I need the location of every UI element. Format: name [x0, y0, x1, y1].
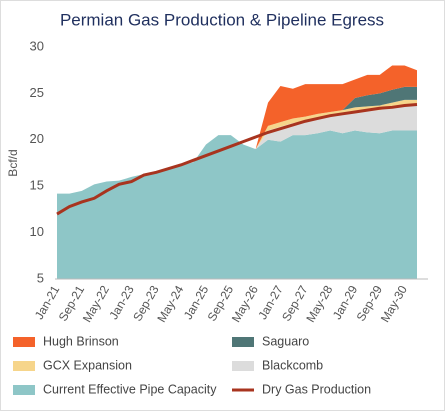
legend-label: Saguaro — [262, 334, 309, 348]
legend-label: Hugh Brinson — [43, 334, 119, 348]
area — [57, 130, 417, 279]
legend-label: Blackcomb — [262, 358, 323, 372]
area — [57, 104, 417, 194]
legend-swatch — [232, 337, 254, 347]
legend-label: GCX Expansion — [43, 358, 132, 372]
y-tick-label: 20 — [30, 131, 44, 146]
area — [57, 65, 417, 194]
line — [56, 103, 418, 216]
legend-swatch — [13, 337, 35, 347]
y-axis-label: Bcf/d — [6, 149, 20, 176]
legend-swatch — [13, 361, 35, 371]
y-tick-label: 30 — [30, 38, 44, 53]
legend-label: Dry Gas Production — [262, 382, 371, 396]
area — [57, 86, 417, 194]
y-tick-label: 10 — [30, 224, 44, 239]
y-tick-label: 25 — [30, 85, 44, 100]
chart-title: Permian Gas Production & Pipeline Egress — [60, 10, 384, 29]
legend-swatch — [232, 361, 254, 371]
legend-swatch — [13, 385, 35, 395]
y-tick-label: 5 — [37, 270, 44, 285]
y-tick-label: 15 — [30, 178, 44, 193]
legend-label: Current Effective Pipe Capacity — [43, 382, 217, 396]
